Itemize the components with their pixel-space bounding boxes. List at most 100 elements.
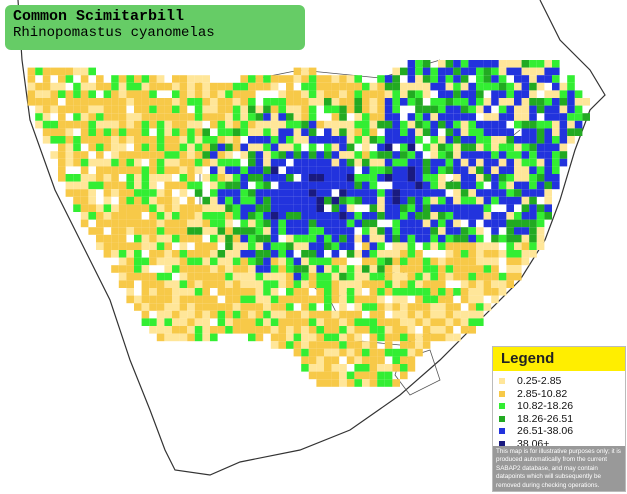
grid-cell [263, 295, 271, 304]
grid-cell [445, 151, 454, 159]
grid-cell [354, 280, 362, 288]
grid-cell [293, 143, 302, 152]
grid-cell [50, 136, 58, 144]
grid-cell [377, 310, 385, 319]
grid-cell [240, 280, 248, 288]
grid-cell [111, 265, 119, 273]
grid-cell [202, 136, 210, 144]
grid-cell [384, 75, 393, 83]
grid-cell [453, 67, 461, 76]
grid-cell [35, 98, 43, 106]
grid-cell [521, 151, 530, 159]
grid-cell [445, 227, 454, 235]
grid-cell [126, 98, 134, 106]
grid-cell [552, 120, 560, 129]
grid-cell [164, 288, 172, 296]
grid-cell [293, 90, 302, 98]
legend-swatch [499, 390, 505, 397]
grid-cell [400, 257, 408, 266]
grid-cell [187, 136, 195, 144]
grid-cell [80, 204, 89, 212]
grid-cell [103, 189, 112, 197]
grid-cell [118, 143, 127, 152]
grid-cell [232, 181, 241, 190]
grid-cell [407, 98, 416, 106]
grid-cell [149, 272, 157, 281]
grid-cell [111, 82, 119, 91]
grid-cell [453, 219, 461, 228]
grid-cell [217, 128, 226, 136]
grid-cell [263, 310, 271, 319]
grid-cell [103, 219, 112, 228]
grid-cell [270, 151, 279, 159]
grid-cell [331, 227, 340, 235]
grid-cell [225, 265, 233, 273]
grid-cell [263, 272, 271, 281]
grid-cell [149, 189, 157, 197]
grid-cell [141, 234, 150, 243]
grid-cell [407, 143, 416, 152]
grid-cell [324, 166, 332, 174]
grid-cell [491, 75, 499, 83]
grid-cell [400, 333, 408, 342]
grid-cell [58, 136, 66, 144]
grid-cell [430, 98, 438, 106]
grid-cell [362, 158, 370, 167]
grid-cell [529, 158, 537, 167]
grid-cell [270, 310, 279, 319]
grid-cell [156, 151, 165, 159]
grid-cell [506, 90, 514, 98]
grid-cell [422, 174, 431, 182]
grid-cell [217, 310, 226, 319]
grid-cell [50, 67, 58, 76]
grid-cell [483, 67, 492, 76]
grid-cell [149, 257, 157, 266]
grid-cell [331, 310, 340, 319]
grid-cell [179, 288, 188, 296]
grid-cell [529, 60, 537, 68]
grid-cell [286, 303, 294, 311]
grid-cell [255, 143, 264, 152]
grid-cell [301, 75, 309, 83]
grid-cell [210, 326, 218, 334]
grid-cell [103, 242, 112, 250]
grid-cell [354, 189, 362, 197]
grid-cell [301, 356, 309, 364]
grid-cell [506, 136, 514, 144]
grid-cell [514, 105, 522, 114]
grid-cell [392, 356, 400, 364]
grid-cell [225, 174, 233, 182]
grid-cell [111, 143, 119, 152]
grid-cell [498, 250, 507, 258]
grid-cell [438, 90, 446, 98]
grid-cell [156, 288, 165, 296]
grid-cell [149, 204, 157, 212]
grid-cell [422, 60, 431, 68]
grid-cell [339, 128, 347, 136]
grid-cell [430, 189, 438, 197]
grid-cell [445, 120, 454, 129]
grid-cell [453, 158, 461, 167]
grid-cell [58, 166, 66, 174]
grid-cell [483, 105, 492, 114]
grid-cell [103, 204, 112, 212]
grid-cell [384, 189, 393, 197]
grid-cell [301, 120, 309, 129]
grid-cell [339, 242, 347, 250]
grid-cell [194, 189, 203, 197]
grid-cell [270, 113, 279, 121]
grid-cell [278, 265, 286, 273]
grid-cell [194, 90, 203, 98]
grid-cell [346, 326, 355, 334]
grid-cell [468, 143, 476, 152]
grid-cell [149, 151, 157, 159]
grid-cell [346, 371, 355, 380]
grid-cell [400, 303, 408, 311]
grid-cell [339, 257, 347, 266]
grid-cell [506, 250, 514, 258]
grid-cell [430, 288, 438, 296]
grid-cell [483, 250, 492, 258]
grid-cell [438, 105, 446, 114]
grid-cell [369, 196, 378, 205]
grid-cell [339, 151, 347, 159]
